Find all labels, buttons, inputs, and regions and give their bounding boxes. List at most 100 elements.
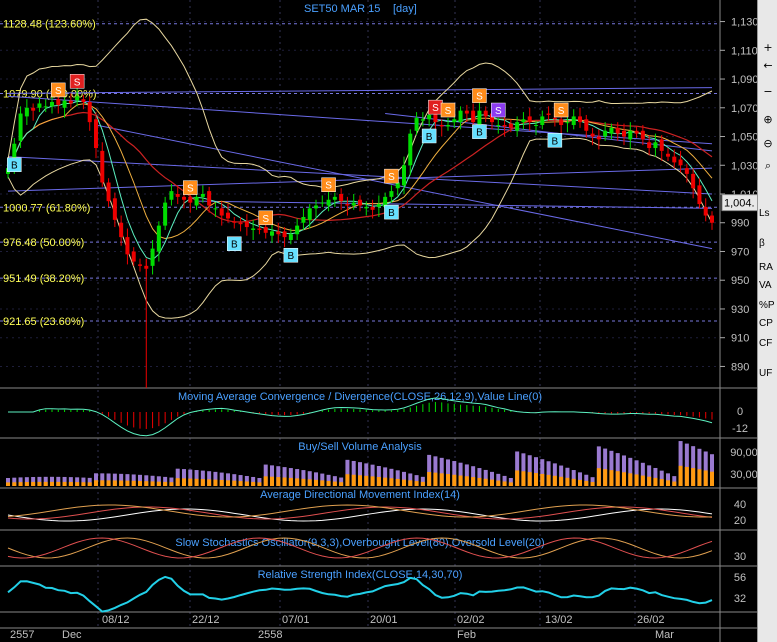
candle-body <box>238 222 243 225</box>
rsi-tick: 56 <box>734 572 746 584</box>
volume-bar <box>339 477 344 486</box>
volume-bar <box>647 476 652 486</box>
volume-bar <box>402 479 406 486</box>
trend-line <box>7 87 713 94</box>
last-price-label: 1,004. <box>724 198 755 210</box>
zoom-in-icon[interactable]: ⊕ <box>763 113 773 126</box>
volume-bar <box>546 461 551 486</box>
volume-bar <box>672 476 677 486</box>
volume-bar <box>62 476 67 486</box>
volume-bar <box>653 477 658 486</box>
volume-bar <box>628 457 633 486</box>
volume-bar <box>427 454 432 486</box>
volume-bar <box>213 479 218 486</box>
toolbar-label[interactable]: Ls <box>759 208 770 219</box>
signal-label: S <box>388 172 395 183</box>
volume-bar <box>288 468 293 486</box>
toolbar-label[interactable]: %P <box>759 300 775 311</box>
candle-body <box>125 237 130 255</box>
toolbar-label[interactable]: VA <box>759 280 772 291</box>
candle-body <box>138 264 142 266</box>
candle-body <box>358 199 362 206</box>
candle-body <box>182 196 186 200</box>
candle-body <box>87 102 92 123</box>
signal-label: S <box>432 103 439 114</box>
left-arrow-icon[interactable]: ← <box>763 59 773 72</box>
volume-bar <box>414 481 419 486</box>
volume-bar <box>640 462 645 486</box>
volume-bar <box>376 476 381 486</box>
macd-tick: -12 <box>732 423 748 435</box>
toolbar-label[interactable]: UF <box>759 368 773 379</box>
lower-band <box>7 137 713 319</box>
candle-body <box>584 119 589 131</box>
volume-bar <box>590 482 595 486</box>
candle-body <box>647 142 652 149</box>
volume-bar <box>75 482 80 486</box>
volume-bar <box>508 478 513 486</box>
volume-bar <box>546 474 551 486</box>
candle-body <box>615 127 620 134</box>
volume-bar <box>490 479 494 486</box>
trend-line <box>7 167 713 192</box>
toolbar-label[interactable]: CF <box>759 338 773 349</box>
zoom-out-icon[interactable]: ⊖ <box>763 137 773 150</box>
signal-label: S <box>325 181 332 192</box>
sell-signal <box>51 82 66 98</box>
volume-bar <box>609 450 614 486</box>
volume-bar <box>156 481 161 486</box>
candle-body <box>452 119 457 123</box>
search-icon[interactable]: ⌕ <box>764 159 772 172</box>
volume-bar <box>12 482 17 486</box>
toolbar-label[interactable]: β <box>759 238 765 249</box>
y-tick-label: 1,110 <box>731 45 757 57</box>
volume-bar <box>534 473 538 486</box>
minus-icon[interactable]: − <box>763 85 773 98</box>
volume-bar <box>31 477 36 486</box>
volume-bar <box>43 476 48 486</box>
volume-bar <box>56 476 61 486</box>
candle-body <box>24 107 29 117</box>
candle-body <box>50 102 54 107</box>
volume-bar <box>496 473 501 486</box>
candle-body <box>565 122 570 124</box>
volume-bar <box>188 478 193 486</box>
volume-bar <box>672 481 677 486</box>
volume-bar <box>395 470 400 486</box>
volume-bar <box>439 473 444 486</box>
volume-bar <box>106 480 111 486</box>
volume-bar <box>490 471 494 486</box>
volume-bar <box>295 478 300 486</box>
candle-body <box>697 185 702 205</box>
sell-signal <box>258 210 273 226</box>
plus-icon[interactable]: + <box>763 41 773 54</box>
candle-body <box>12 143 17 169</box>
volume-bar <box>508 482 513 486</box>
period-label: Feb <box>457 629 476 641</box>
volume-bar <box>307 479 312 486</box>
y-tick-label: 1,050 <box>731 132 757 144</box>
volume-bar <box>552 475 557 486</box>
toolbar-label[interactable]: RA <box>759 262 773 273</box>
candle-body <box>339 194 344 202</box>
y-tick-label: 930 <box>731 304 749 316</box>
volume-bar <box>144 475 149 486</box>
volume-bar <box>81 482 86 486</box>
volume-bar <box>534 457 538 486</box>
volume-bar <box>207 479 212 486</box>
signal-label: B <box>426 132 433 143</box>
candle-body <box>402 165 406 186</box>
volume-bar <box>483 478 488 486</box>
candle-body <box>420 119 425 121</box>
volume-bar <box>43 481 48 486</box>
volume-bar <box>219 472 224 486</box>
volume-bar <box>408 480 413 486</box>
toolbar-label[interactable]: CP <box>759 318 773 329</box>
macd-tick: 0 <box>737 406 743 418</box>
candle-body <box>502 125 507 127</box>
adx-tick: 20 <box>734 515 746 527</box>
price-axis: 1,1301,1101,0901,0701,0501,0301,01099097… <box>720 17 757 373</box>
volume-bar <box>251 476 256 486</box>
volume-bar <box>238 475 243 486</box>
candle-body <box>219 208 224 216</box>
